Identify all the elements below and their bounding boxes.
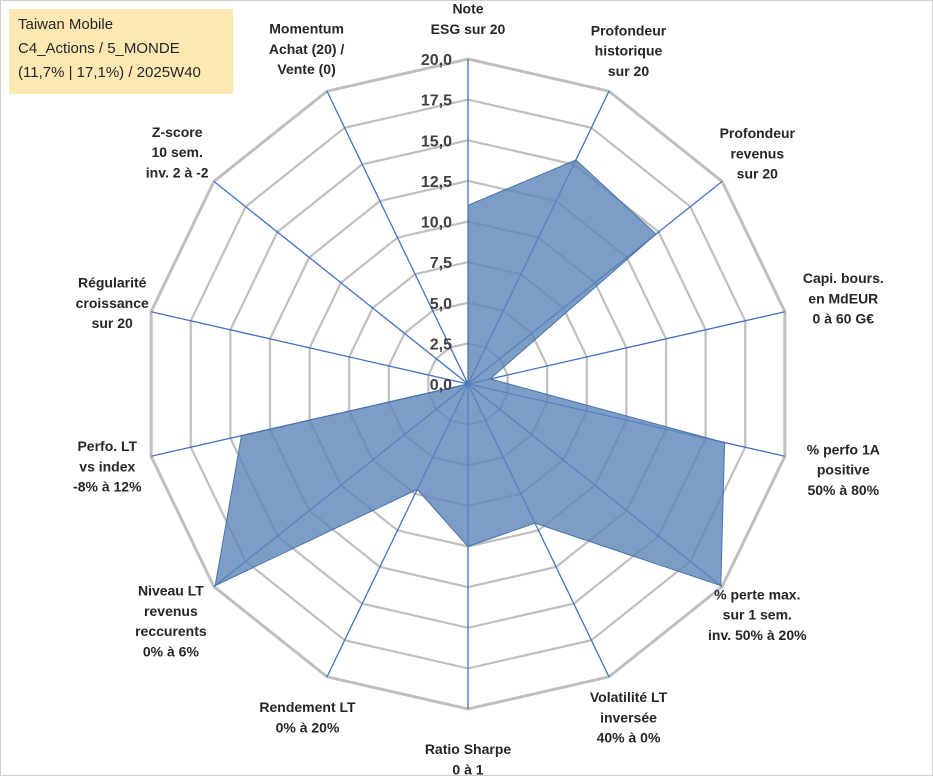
category-label-line: 0 à 1 (452, 761, 483, 776)
category-label: Momentum Achat (20) / Vente (0) (269, 21, 345, 78)
axis-spoke (150, 311, 469, 385)
category-label: Profondeur historique sur 20 (591, 22, 667, 79)
tick-label: 7,5 (430, 255, 452, 272)
category-label-line: 40% à 0% (597, 730, 661, 746)
category-label-line: inv. 50% à 20% (708, 627, 807, 643)
category-label: Volatilité LT inversée 40% à 0% (590, 689, 668, 746)
tick-label: 10,0 (421, 215, 452, 232)
category-label-line: Achat (20) / (269, 41, 345, 57)
category-label: % perte max. sur 1 sem. inv. 50% à 20% (708, 586, 807, 643)
category-label-line: 0% à 20% (276, 720, 340, 736)
category-label-line: historique (595, 43, 663, 59)
category-label-line: revenus (144, 603, 198, 619)
category-label: Régularité croissance sur 20 (76, 275, 149, 332)
category-label-line: inversée (600, 709, 657, 725)
category-label-line: revenus (730, 145, 784, 161)
category-label-line: 50% à 80% (807, 482, 879, 498)
category-label-line: Note (452, 1, 483, 17)
axis-spoke (213, 180, 469, 385)
category-label: Niveau LT revenus reccurents 0% à 6% (135, 583, 207, 660)
tick-label: 5,0 (430, 296, 452, 313)
radial-tick-labels: 0,0 2,5 5,0 7,5 10,0 12,5 15,0 17,5 20,0 (421, 52, 452, 394)
category-label-line: Ratio Sharpe (425, 741, 512, 757)
category-label-line: Profondeur (720, 125, 796, 141)
tick-label: 0,0 (430, 377, 452, 394)
category-label-line: reccurents (135, 623, 207, 639)
axis-spoke (326, 90, 469, 385)
category-label-line: % perfo 1A (807, 441, 880, 457)
category-label-line: Vente (0) (277, 61, 335, 77)
info-line-category: C4_Actions / 5_MONDE (18, 40, 180, 57)
category-label-line: sur 1 sem. (723, 607, 792, 623)
category-label: Ratio Sharpe 0 à 1 (425, 741, 512, 776)
category-label-line: sur 20 (737, 166, 778, 182)
category-label: % perfo 1A positive 50% à 80% (807, 441, 880, 498)
category-label-line: -8% à 12% (73, 479, 142, 495)
category-label-line: vs index (79, 458, 135, 474)
category-label-line: 10 sem. (152, 144, 203, 160)
tick-label: 2,5 (430, 336, 452, 353)
category-label-line: Perfo. LT (77, 438, 137, 454)
category-label: Profondeur revenus sur 20 (720, 125, 796, 182)
category-labels: Note ESG sur 20 Profondeur historique sur 20… (73, 1, 884, 776)
tick-label: 17,5 (421, 93, 452, 110)
category-label-line: Volatilité LT (590, 689, 668, 705)
category-label-line: croissance (76, 295, 149, 311)
category-label-line: ESG sur 20 (431, 21, 506, 37)
category-label-line: sur 20 (92, 315, 133, 331)
category-label: Rendement LT 0% à 20% (259, 699, 356, 735)
info-line-stats: (11,7% | 17,1%) / 2025W40 (18, 64, 201, 81)
category-label-line: Rendement LT (259, 699, 356, 715)
category-label-line: Momentum (269, 21, 344, 37)
category-label-line: 0 à 60 G€ (813, 311, 875, 327)
series-area (214, 159, 726, 587)
category-label-line: Z-score (152, 124, 203, 140)
category-label-line: en MdEUR (808, 290, 878, 306)
category-label-line: Capi. bours. (803, 270, 884, 286)
category-label: Capi. bours. en MdEUR 0 à 60 G€ (803, 270, 884, 327)
category-label-line: % perte max. (714, 586, 800, 602)
category-label: Z-score 10 sem. inv. 2 à -2 (146, 124, 209, 181)
category-label-line: 0% à 6% (143, 643, 200, 659)
series-polygon (214, 159, 726, 587)
category-label-line: Profondeur (591, 22, 667, 38)
category-label-line: Régularité (78, 275, 147, 291)
category-label-line: Niveau LT (138, 583, 204, 599)
info-box: Taiwan Mobile C4_Actions / 5_MONDE (11,7… (9, 9, 233, 94)
axis-spoke (467, 311, 786, 385)
tick-label: 12,5 (421, 174, 452, 191)
category-label-line: sur 20 (608, 63, 649, 79)
category-label: Perfo. LT vs index -8% à 12% (73, 438, 142, 495)
category-label-line: inv. 2 à -2 (146, 164, 209, 180)
category-label: Note ESG sur 20 (431, 1, 506, 37)
category-label-line: positive (817, 462, 870, 478)
info-line-name: Taiwan Mobile (18, 16, 114, 33)
tick-label: 20,0 (421, 52, 452, 69)
tick-label: 15,0 (421, 133, 452, 150)
